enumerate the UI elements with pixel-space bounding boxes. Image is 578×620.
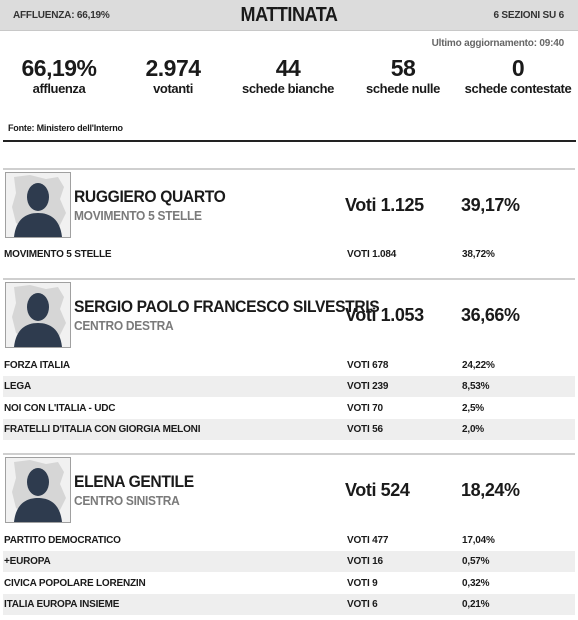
list-percent: 17,04% (462, 535, 495, 546)
list-votes: VOTI 678 (347, 360, 389, 371)
stat-value: 0 (511, 55, 525, 81)
list-name: FORZA ITALIA (4, 360, 70, 371)
list-votes: VOTI 56 (347, 424, 383, 435)
list-votes: VOTI 1.084 (347, 249, 397, 260)
person-silhouette-icon (5, 282, 71, 348)
candidate-party: CENTRO DESTRA (74, 318, 174, 333)
candidate-party: MOVIMENTO 5 STELLE (74, 208, 202, 223)
list-name: CIVICA POPOLARE LORENZIN (4, 578, 146, 589)
stat-affluenza: 66,19% affluenza (0, 55, 129, 97)
list-name: +EUROPA (4, 556, 51, 567)
candidate-percent: 36,66% (461, 305, 520, 325)
candidate-name: SERGIO PAOLO FRANCESCO SILVESTRIS (74, 297, 380, 316)
list-votes: VOTI 9 (347, 578, 378, 589)
stat-value: 58 (390, 55, 416, 81)
list-votes: VOTI 477 (347, 535, 389, 546)
list-name: FRATELLI D'ITALIA CON GIORGIA MELONI (4, 424, 201, 435)
list-row: ITALIA EUROPA INSIEME VOTI 6 0,21% (3, 594, 575, 615)
data-source: Fonte: Ministero dell'Interno (8, 123, 123, 133)
candidate-row[interactable]: SERGIO PAOLO FRANCESCO SILVESTRIS CENTRO… (3, 278, 575, 348)
list-percent: 8,53% (462, 381, 490, 392)
stat-label: schede contestate (464, 81, 572, 96)
list-votes: VOTI 70 (347, 403, 383, 414)
candidate-votes: Voti 524 (345, 480, 410, 500)
candidate-votes: Voti 1.125 (345, 195, 424, 215)
page-title: MATTINATA (240, 4, 338, 26)
list-percent: 24,22% (462, 360, 495, 371)
stat-value: 44 (275, 55, 301, 81)
stat-label: votanti (153, 81, 193, 96)
section-divider (3, 140, 576, 142)
header-bar: AFFLUENZA: 66,19% MATTINATA 6 SEZIONI SU… (0, 0, 578, 31)
stat-label: schede nulle (366, 81, 440, 96)
list-percent: 38,72% (462, 249, 495, 260)
list-name: NOI CON L'ITALIA - UDC (4, 403, 116, 414)
stat-value: 66,19% (21, 55, 97, 81)
list-name: PARTITO DEMOCRATICO (4, 535, 121, 546)
stat-schede-nulle: 58 schede nulle (333, 55, 473, 97)
stat-label: affluenza (32, 81, 86, 96)
list-percent: 2,0% (462, 424, 484, 435)
candidate-party: CENTRO SINISTRA (74, 493, 180, 508)
stat-label: schede bianche (242, 81, 334, 96)
list-row: MOVIMENTO 5 STELLE VOTI 1.084 38,72% (3, 244, 575, 265)
list-row: CIVICA POPOLARE LORENZIN VOTI 9 0,32% (3, 573, 575, 594)
turnout-summary: AFFLUENZA: 66,19% (13, 10, 110, 21)
list-row: PARTITO DEMOCRATICO VOTI 477 17,04% (3, 530, 575, 551)
stat-value: 2.974 (145, 55, 201, 81)
person-silhouette-icon (5, 457, 71, 523)
candidate-name: ELENA GENTILE (74, 472, 194, 491)
list-percent: 2,5% (462, 403, 484, 414)
candidate-name: RUGGIERO QUARTO (74, 187, 226, 206)
list-name: LEGA (4, 381, 31, 392)
person-silhouette-icon (5, 172, 71, 238)
candidate-row[interactable]: RUGGIERO QUARTO MOVIMENTO 5 STELLE Voti … (3, 168, 575, 238)
list-name: ITALIA EUROPA INSIEME (4, 599, 120, 610)
candidate-percent: 18,24% (461, 480, 520, 500)
last-update: Ultimo aggiornamento: 09:40 (431, 38, 565, 49)
candidate-votes: Voti 1.053 (345, 305, 424, 325)
list-percent: 0,32% (462, 578, 490, 589)
stat-schede-bianche: 44 schede bianche (218, 55, 358, 97)
list-row: FRATELLI D'ITALIA CON GIORGIA MELONI VOT… (3, 419, 575, 440)
stat-votanti: 2.974 votanti (103, 55, 243, 97)
list-row: +EUROPA VOTI 16 0,57% (3, 551, 575, 572)
sections-counter: 6 SEZIONI SU 6 (493, 10, 564, 21)
list-votes: VOTI 239 (347, 381, 389, 392)
list-votes: VOTI 6 (347, 599, 378, 610)
stat-schede-contestate: 0 schede contestate (448, 55, 578, 97)
list-percent: 0,57% (462, 556, 490, 567)
list-name: MOVIMENTO 5 STELLE (4, 249, 112, 260)
list-percent: 0,21% (462, 599, 490, 610)
candidate-percent: 39,17% (461, 195, 520, 215)
candidate-row[interactable]: ELENA GENTILE CENTRO SINISTRA Voti 524 1… (3, 453, 575, 523)
list-row: NOI CON L'ITALIA - UDC VOTI 70 2,5% (3, 398, 575, 419)
list-votes: VOTI 16 (347, 556, 383, 567)
list-row: FORZA ITALIA VOTI 678 24,22% (3, 355, 575, 376)
list-row: LEGA VOTI 239 8,53% (3, 376, 575, 397)
